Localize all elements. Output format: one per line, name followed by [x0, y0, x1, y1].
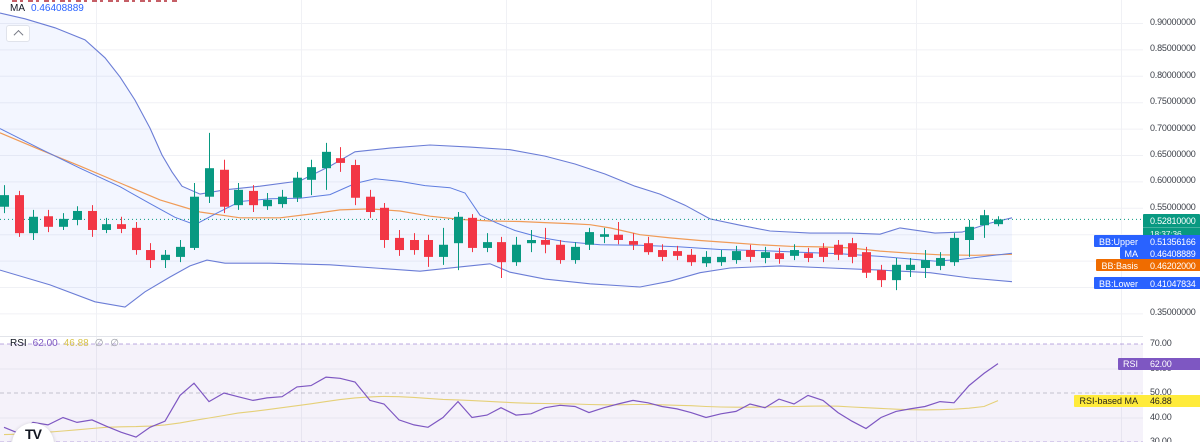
rsi-legend-label: RSI [10, 338, 27, 349]
study-badge-bb-basis: BB:Basis 0.46202000 [1096, 259, 1200, 271]
price-tick-label: 0.80000000 [1150, 69, 1196, 80]
price-tick-label: 0.35000000 [1150, 307, 1196, 318]
rsi-study-legend[interactable]: RSI 62.00 46.88 ∅ ∅ [10, 338, 121, 349]
tradingview-logo-glyph: TV [25, 426, 42, 442]
current-price-value: 0.52810000 [1150, 216, 1196, 226]
bar-countdown: 18:37:36 [1143, 227, 1200, 241]
price-pane[interactable] [0, 0, 1143, 336]
price-scale[interactable]: 0.95000000 0.90000000 0.85000000 0.80000000… [1074, 0, 1200, 442]
price-tick-label: 0.85000000 [1150, 43, 1196, 54]
price-tick-label: 0.65000000 [1150, 149, 1196, 159]
clipped-legend-row [12, 0, 180, 2]
price-tick-label: 0.90000000 [1150, 17, 1196, 27]
chevron-up-icon [13, 29, 23, 40]
study-badge-ma: MA 0.46408889 [1119, 247, 1200, 259]
price-tick-label: 0.55000000 [1150, 201, 1196, 212]
study-badge-bb-upper: BB:Upper 0.51356166 [1093, 235, 1200, 247]
rsi-tick-label: 40.00 [1150, 411, 1172, 422]
rsi-tick-label: 50.00 [1150, 387, 1172, 397]
ma-legend-value: 0.46408889 [31, 3, 84, 14]
price-tick-label: 0.70000000 [1150, 122, 1196, 133]
ma-study-legend[interactable]: MA 0.46408889 [10, 3, 84, 14]
price-tick-label: 0.60000000 [1150, 175, 1196, 186]
rsi-badge-rsi: RSI 62.00 [1117, 357, 1200, 370]
rsi-legend-value: 62.00 [32, 338, 58, 349]
price-tick-label: 0.95000000 [1150, 0, 1196, 1]
empty-value-icons: ∅ ∅ [94, 338, 121, 349]
rsi-pane[interactable] [0, 337, 1143, 442]
rsi-badge-rsi-based-ma: RSI-based MA 46.88 [1074, 394, 1200, 407]
price-tick-label: 0.75000000 [1150, 96, 1196, 107]
rsi-tick-label: 30.00 [1150, 436, 1172, 442]
rsi-tick-label: 70.00 [1150, 338, 1172, 348]
rsi-ma-legend-value: 46.88 [63, 338, 89, 349]
collapse-pane-button[interactable] [6, 25, 30, 42]
ma-legend-label: MA [10, 3, 25, 14]
study-badge-bb-lower: BB:Lower 0.41047834 [1093, 277, 1200, 289]
